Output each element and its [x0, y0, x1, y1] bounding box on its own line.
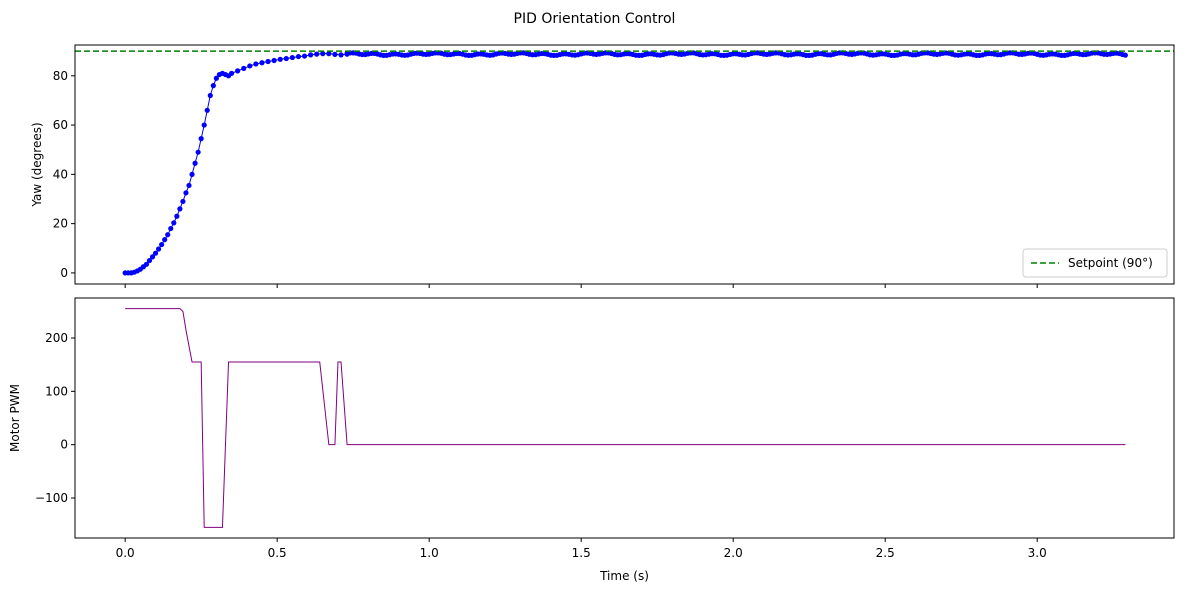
- yaw-data-point: [320, 51, 326, 57]
- yaw-data-point: [271, 57, 277, 64]
- yaw-data-point: [326, 51, 332, 57]
- pwm-y-axis-label: Motor PWM: [8, 384, 22, 452]
- yaw-data-point: [192, 160, 198, 166]
- yaw-data-point: [168, 225, 174, 232]
- yaw-data-point: [189, 171, 195, 177]
- yaw-data-point: [213, 75, 219, 81]
- pwm-y-ticks: −100 0 100 200: [35, 331, 75, 505]
- yaw-data-point: [301, 53, 308, 59]
- pwm-plot-frame: [74, 297, 1175, 539]
- pwm-y-tick-label: 200: [45, 331, 68, 345]
- yaw-data-point: [152, 250, 159, 256]
- yaw-data-point: [338, 52, 344, 58]
- yaw-data-point: [149, 254, 156, 260]
- yaw-data-point: [159, 241, 165, 248]
- yaw-data-point: [241, 65, 247, 72]
- yaw-data-point: [165, 232, 171, 238]
- pwm-series-layer: [125, 308, 1126, 528]
- yaw-data-point: [143, 261, 150, 267]
- yaw-data-point: [295, 53, 302, 60]
- yaw-data-point: [228, 70, 235, 76]
- pwm-y-tick-label: −100: [35, 491, 68, 505]
- yaw-data-point: [314, 51, 320, 57]
- yaw-panel: 0 20 40 60 80 Yaw (degrees) Setpoint (90°): [30, 44, 1175, 288]
- yaw-series-layer: [75, 50, 1174, 276]
- yaw-data-point: [332, 51, 338, 57]
- yaw-data-point: [156, 246, 162, 252]
- pwm-y-tick-label: 0: [60, 438, 68, 452]
- chart-title: PID Orientation Control: [514, 11, 676, 27]
- x-tick-label: 0.0: [116, 546, 135, 560]
- yaw-plot-area: [75, 45, 1174, 284]
- yaw-data-point: [283, 55, 289, 62]
- pwm-plot-area: [75, 298, 1174, 538]
- yaw-data-point: [265, 58, 271, 65]
- x-axis-label: Time (s): [599, 569, 649, 583]
- yaw-y-tick-label: 40: [53, 167, 68, 181]
- x-tick-label: 0.5: [268, 546, 287, 560]
- yaw-y-tick-label: 20: [53, 217, 68, 231]
- yaw-x-ticks: [124, 284, 1038, 288]
- x-tick-label: 3.0: [1028, 546, 1047, 560]
- yaw-data-point: [259, 60, 265, 66]
- yaw-data-point: [308, 52, 314, 58]
- x-tick-label: 2.5: [876, 546, 895, 560]
- pwm-y-tick-label: 100: [45, 384, 68, 398]
- x-tick-label: 2.0: [724, 546, 743, 560]
- yaw-y-ticks: 0 20 40 60 80: [53, 69, 75, 280]
- yaw-y-tick-label: 0: [60, 266, 68, 280]
- yaw-y-tick-label: 60: [53, 118, 68, 132]
- legend: Setpoint (90°): [1022, 248, 1168, 278]
- yaw-data-point: [201, 122, 207, 128]
- yaw-data-point: [146, 257, 153, 264]
- pwm-x-ticks: 0.0 0.5 1.0 1.5 2.0 2.5 3.0: [116, 538, 1047, 560]
- pwm-panel: −100 0 100 200 0.0 0.5 1.0 1.5 2.0 2.5 3.0 Motor …: [8, 297, 1175, 560]
- pwm-series-line-0: [125, 308, 1126, 528]
- yaw-data-point: [247, 63, 253, 69]
- yaw-data-point: [195, 149, 201, 155]
- legend-box: [1022, 248, 1168, 278]
- yaw-data-point: [210, 83, 216, 89]
- yaw-data-point: [235, 68, 241, 74]
- yaw-data-point: [204, 107, 210, 113]
- yaw-data-point: [174, 213, 180, 219]
- yaw-data-point: [177, 206, 183, 212]
- yaw-data-point: [253, 61, 259, 67]
- yaw-data-point: [180, 198, 186, 205]
- yaw-y-tick-label: 80: [53, 69, 68, 83]
- yaw-data-point: [289, 54, 295, 61]
- x-tick-label: 1.0: [420, 546, 439, 560]
- yaw-data-point: [198, 136, 204, 142]
- legend-setpoint-label: Setpoint (90°): [1068, 256, 1153, 270]
- yaw-data-point: [183, 190, 189, 196]
- yaw-data-point: [186, 182, 192, 189]
- yaw-plot-frame: [74, 44, 1175, 285]
- x-tick-label: 1.5: [572, 546, 591, 560]
- yaw-data-point: [1122, 52, 1128, 58]
- yaw-data-point: [162, 237, 168, 243]
- yaw-y-axis-label: Yaw (degrees): [30, 122, 44, 207]
- yaw-data-point: [171, 220, 177, 226]
- yaw-data-point: [277, 56, 283, 62]
- yaw-data-point: [207, 92, 213, 99]
